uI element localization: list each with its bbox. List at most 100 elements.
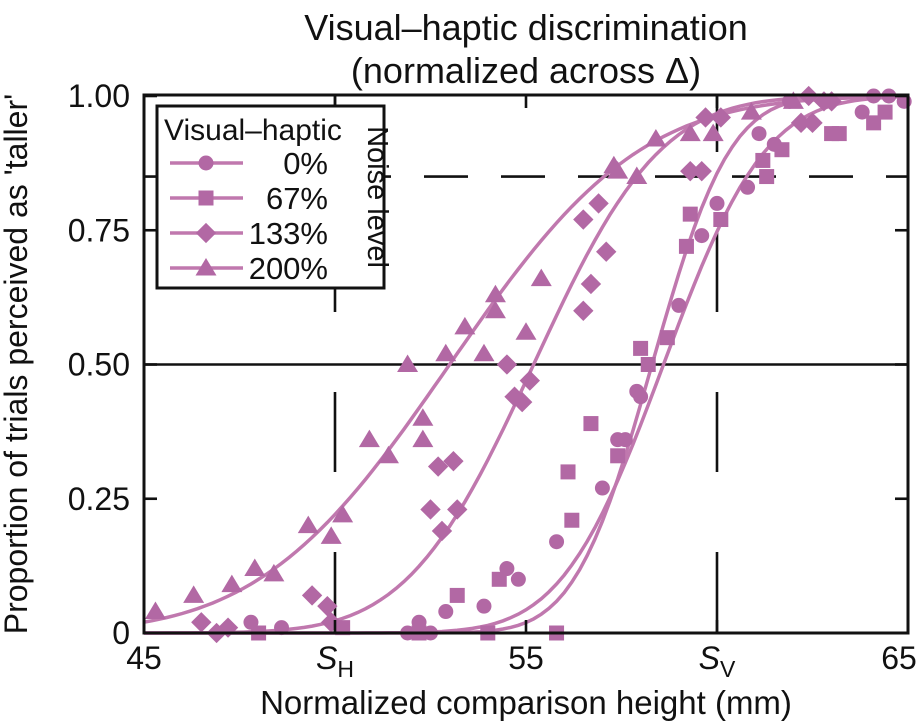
point-triangle (144, 601, 166, 620)
point-triangle (412, 429, 434, 448)
point-diamond (588, 193, 609, 214)
x-axis-label: Normalized comparison height (mm) (260, 684, 792, 721)
point-triangle (484, 284, 506, 303)
point-diamond (790, 112, 812, 134)
chart-title-line2: (normalized across Δ) (351, 50, 701, 91)
point-triangle (221, 574, 243, 593)
point-circle (671, 297, 687, 313)
y-tick-label: 0.75 (68, 212, 130, 248)
point-square (640, 357, 656, 372)
legend-label: 0% (283, 146, 328, 181)
legend-marker-triangle (195, 258, 217, 276)
legend: Visual–haptic Noise level 0%67%133%200% (155, 104, 393, 290)
point-diamond (301, 585, 323, 606)
x-tick-label: SV (699, 640, 736, 682)
point-triangle (454, 316, 476, 335)
legend-label: 67% (266, 181, 328, 216)
point-diamond (420, 499, 441, 520)
point-triangle (607, 161, 629, 179)
point-diamond (580, 273, 602, 295)
point-diamond (695, 107, 716, 128)
chart-title-line1: Visual–haptic discrimination (304, 7, 748, 48)
y-tick-label: 0.25 (68, 481, 130, 517)
x-tick-label: SH (316, 640, 354, 682)
point-diamond (596, 241, 617, 262)
legend-marker-diamond (195, 222, 217, 244)
point-square (560, 464, 576, 480)
x-tick-label: 55 (508, 640, 544, 676)
point-triangle (263, 563, 285, 582)
point-triangle (626, 166, 648, 185)
point-triangle (397, 354, 419, 372)
point-square (633, 340, 649, 356)
point-square (564, 512, 580, 528)
legend-item-200%: 200% (170, 251, 328, 286)
legend-label: 133% (249, 216, 328, 251)
y-axis-label: Proportion of trials perceived as 'talle… (0, 94, 34, 634)
point-diamond (519, 370, 541, 391)
point-square (682, 206, 698, 222)
legend-marker-circle (198, 155, 214, 171)
legend-marker-square (198, 190, 214, 206)
y-tick-label: 1.00 (68, 78, 130, 114)
point-triangle (297, 515, 319, 534)
legend-label: 200% (249, 251, 328, 286)
point-square (831, 126, 847, 142)
point-diamond (191, 612, 212, 633)
point-square (755, 152, 771, 168)
point-diamond (573, 300, 594, 321)
point-triangle (782, 91, 804, 109)
point-square (678, 238, 694, 254)
axis-ticks (142, 94, 910, 635)
series-67% (251, 104, 893, 641)
point-circle (751, 126, 767, 142)
point-square (659, 330, 675, 346)
point-square (877, 104, 893, 120)
point-circle (617, 432, 633, 448)
x-tick-label: 45 (126, 640, 162, 676)
point-triangle (358, 429, 380, 448)
legend-title: Visual–haptic (164, 114, 342, 147)
legend-side-label: Noise level (361, 126, 393, 268)
point-diamond (427, 456, 449, 477)
legend-item-0%: 0% (170, 146, 328, 181)
y-tick-label: 0.50 (68, 347, 130, 383)
point-circle (740, 179, 756, 195)
point-triangle (412, 408, 434, 426)
point-square (713, 212, 729, 228)
point-triangle (679, 123, 701, 142)
point-square (610, 448, 626, 464)
point-triangle (484, 300, 506, 319)
point-triangle (473, 343, 495, 362)
point-diamond (573, 209, 594, 230)
point-circle (438, 604, 454, 620)
point-triangle (377, 445, 399, 464)
point-triangle (530, 268, 552, 287)
point-diamond (431, 520, 453, 542)
point-circle (854, 104, 870, 120)
x-tick-label: 65 (881, 640, 917, 676)
point-circle (709, 195, 725, 211)
point-diamond (691, 160, 712, 182)
point-triangle (435, 343, 457, 362)
point-diamond (511, 391, 533, 413)
point-diamond (496, 354, 518, 375)
point-square (866, 115, 882, 131)
legend-items: 0%67%133%200% (170, 146, 328, 286)
point-square (491, 571, 507, 587)
y-tick-label: 0 (112, 615, 130, 651)
point-circle (476, 598, 492, 614)
tick-labels: 0 0.25 0.50 0.75 1.00 45 SH 55 SV 65 (68, 78, 917, 682)
point-circle (694, 228, 710, 244)
point-triangle (320, 526, 342, 544)
series-200% (144, 91, 804, 620)
point-square (759, 169, 775, 185)
point-square (774, 142, 790, 158)
point-triangle (702, 123, 724, 142)
point-triangle (515, 322, 537, 340)
point-square (449, 587, 465, 603)
legend-item-133%: 133% (170, 216, 328, 251)
point-circle (594, 480, 610, 496)
